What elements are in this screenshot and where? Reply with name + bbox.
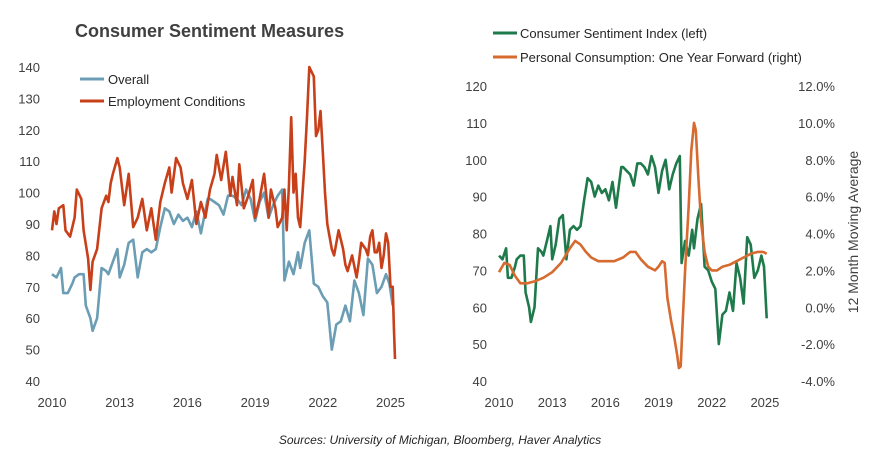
right-y-tick-label: 100 xyxy=(465,153,487,168)
right-y2-tick-label: 4.0% xyxy=(805,227,835,242)
source-note: Sources: University of Michigan, Bloombe… xyxy=(279,433,601,447)
left-chart-title: Consumer Sentiment Measures xyxy=(75,21,344,41)
left-y-tick-label: 60 xyxy=(26,311,40,326)
right-left-y-axis-ticks: 40 50 60 70 80 90 100 110 120 xyxy=(465,79,487,389)
right-y-tick-label: 60 xyxy=(473,300,487,315)
right-x-tick-label: 2010 xyxy=(485,395,514,410)
right-y-tick-label: 50 xyxy=(473,337,487,352)
right-y2-tick-label: 8.0% xyxy=(805,153,835,168)
left-x-tick-label: 2019 xyxy=(241,395,270,410)
right-y-tick-label: 90 xyxy=(473,190,487,205)
right-y2-tick-label: 10.0% xyxy=(798,116,835,131)
legend-label-consumption: Personal Consumption: One Year Forward (… xyxy=(520,50,802,65)
left-series-group xyxy=(50,65,397,360)
right-y2-tick-label: 6.0% xyxy=(805,190,835,205)
right-y2-tick-label: -2.0% xyxy=(801,337,835,352)
right-y-tick-label: 70 xyxy=(473,263,487,278)
right-y2-tick-label: 12.0% xyxy=(798,79,835,94)
right-x-tick-label: 2025 xyxy=(750,395,779,410)
left-y-tick-label: 90 xyxy=(26,217,40,232)
left-y-tick-label: 50 xyxy=(26,343,40,358)
right-x-tick-label: 2013 xyxy=(538,395,567,410)
left-y-tick-label: 100 xyxy=(18,186,40,201)
legend-label-sentiment-index: Consumer Sentiment Index (left) xyxy=(520,26,707,41)
right-x-tick-label: 2016 xyxy=(591,395,620,410)
left-y-tick-label: 80 xyxy=(26,248,40,263)
left-legend: Overall Employment Conditions xyxy=(80,72,246,109)
left-x-tick-label: 2013 xyxy=(105,395,134,410)
right-legend: Consumer Sentiment Index (left) Personal… xyxy=(493,26,802,65)
right-chart: Consumer Sentiment Index (left) Personal… xyxy=(465,26,861,410)
left-y-tick-label: 140 xyxy=(18,60,40,75)
legend-label-overall: Overall xyxy=(108,72,149,87)
left-x-tick-label: 2016 xyxy=(173,395,202,410)
right-y2-tick-label: -4.0% xyxy=(801,374,835,389)
left-y-tick-label: 120 xyxy=(18,123,40,138)
right-x-tick-label: 2022 xyxy=(697,395,726,410)
right-y2-axis-title: 12 Month Moving Average xyxy=(845,151,861,314)
series-line-overall xyxy=(51,188,394,351)
right-y-tick-label: 80 xyxy=(473,227,487,242)
left-x-tick-label: 2010 xyxy=(38,395,67,410)
left-y-axis-ticks: 40 50 60 70 80 90 100 110 120 130 140 xyxy=(18,60,40,389)
right-x-tick-label: 2019 xyxy=(644,395,673,410)
series-line-employment-conditions xyxy=(50,65,397,360)
right-series-group xyxy=(497,121,768,370)
series-line-consumer-sentiment-index xyxy=(498,154,768,346)
left-y-tick-label: 130 xyxy=(18,91,40,106)
right-y2-tick-label: 0.0% xyxy=(805,300,835,315)
left-x-tick-label: 2022 xyxy=(308,395,337,410)
right-y-tick-label: 110 xyxy=(466,116,487,131)
right-y2-tick-label: 2.0% xyxy=(805,263,835,278)
left-x-axis-ticks: 2010 2013 2016 2019 2022 2025 xyxy=(38,395,405,410)
right-y-tick-label: 120 xyxy=(465,79,487,94)
series-line-personal-consumption xyxy=(497,121,768,370)
right-right-y-axis-ticks: -4.0% -2.0% 0.0% 2.0% 4.0% 6.0% 8.0% 10.0% 12.0% xyxy=(798,79,835,389)
left-x-tick-label: 2025 xyxy=(376,395,405,410)
right-x-axis-ticks: 2010 2013 2016 2019 2022 2025 xyxy=(485,395,780,410)
left-y-tick-label: 70 xyxy=(26,280,40,295)
left-y-tick-label: 110 xyxy=(19,154,40,169)
left-y-tick-label: 40 xyxy=(26,374,40,389)
left-chart: Consumer Sentiment Measures 40 50 60 70 80 90… xyxy=(18,21,405,410)
legend-label-employment: Employment Conditions xyxy=(108,94,246,109)
right-y-tick-label: 40 xyxy=(473,374,487,389)
